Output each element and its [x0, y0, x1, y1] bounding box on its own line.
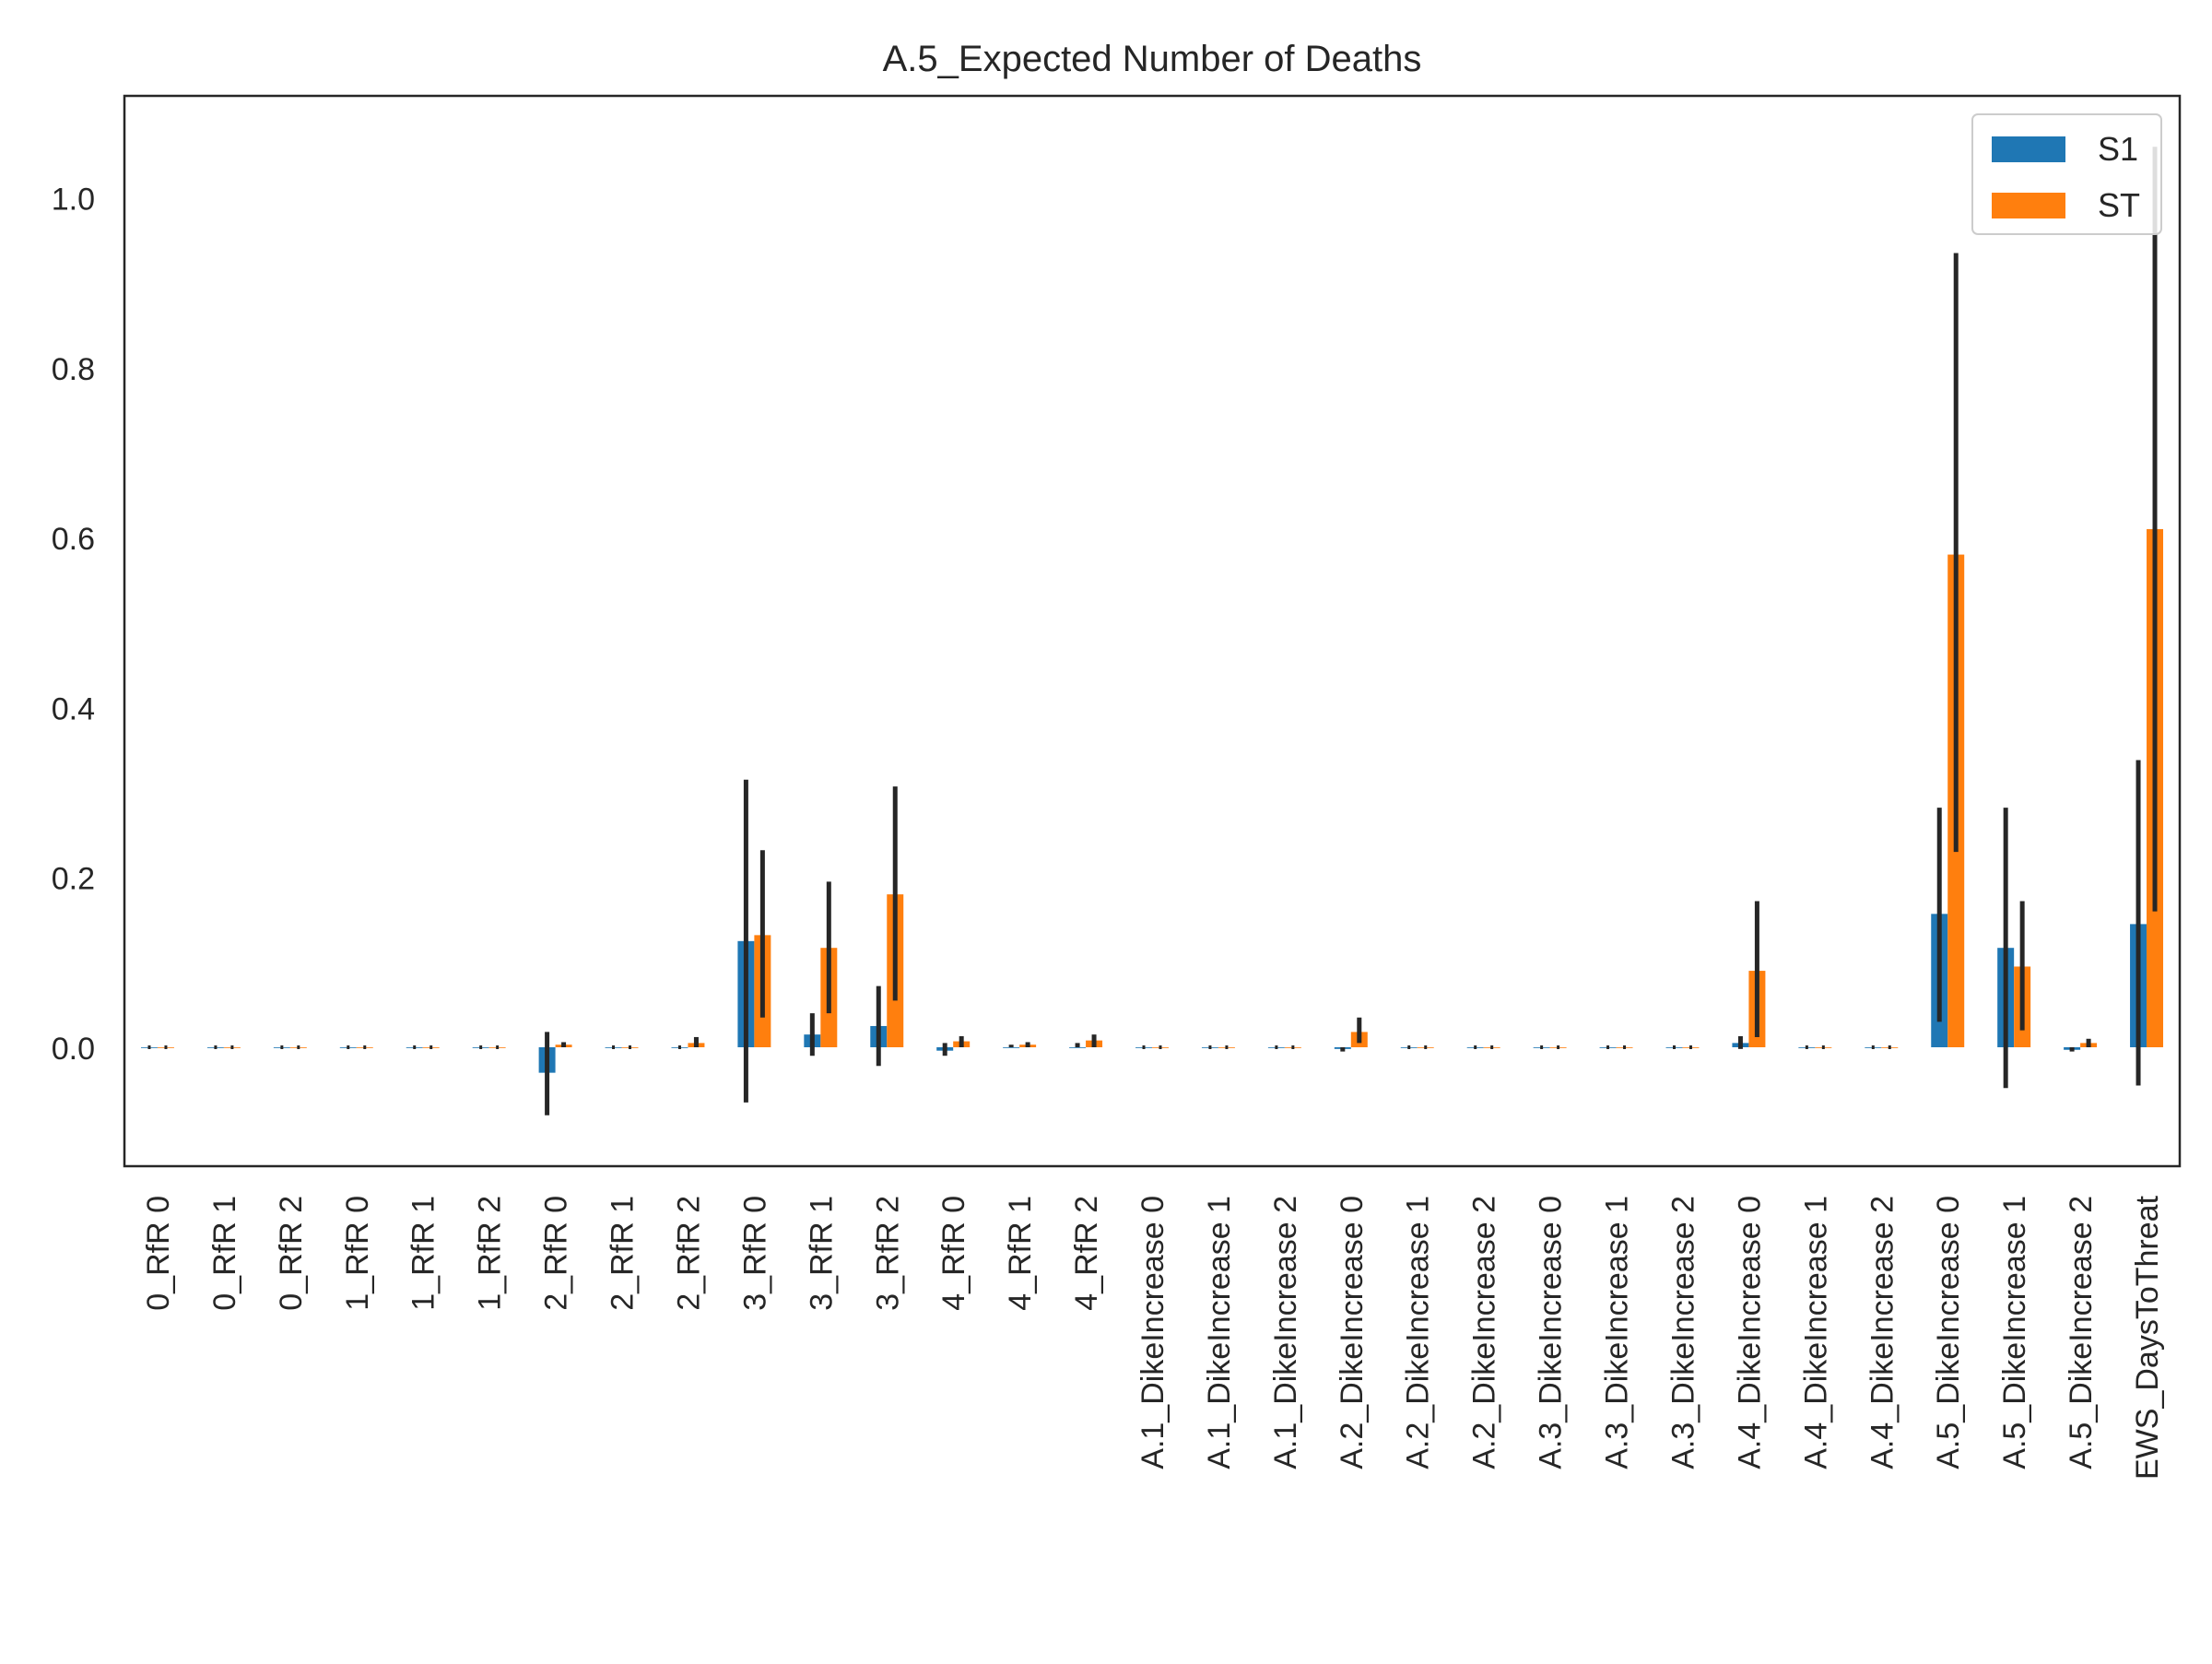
bar-s1-13 — [1003, 1047, 1020, 1048]
legend-label-st: ST — [2098, 186, 2140, 224]
x-tick-label: A.4_DikeIncrease 0 — [1732, 1196, 1767, 1469]
x-tick-label: A.1_DikeIncrease 0 — [1135, 1196, 1171, 1469]
chart-title: A.5_Expected Number of Deaths — [883, 39, 1422, 79]
x-tick-label: 4_RfR 1 — [1003, 1196, 1038, 1311]
x-tick-label: 2_RfR 1 — [606, 1196, 641, 1311]
x-tick-label: 0_RfR 1 — [207, 1196, 242, 1311]
x-tick-label: 3_RfR 0 — [737, 1196, 772, 1311]
x-tick-label: A.1_DikeIncrease 1 — [1202, 1196, 1237, 1469]
x-tick-label: A.5_DikeIncrease 2 — [2064, 1196, 2099, 1469]
legend-label-s1: S1 — [2098, 130, 2138, 168]
bar-s1-14 — [1069, 1047, 1087, 1048]
y-tick-label: 0.0 — [52, 1032, 95, 1067]
y-tick-label: 0.8 — [52, 352, 95, 387]
y-tick-label: 1.0 — [52, 183, 95, 218]
x-tick-label: 1_RfR 1 — [406, 1196, 441, 1311]
x-tick-label: A.2_DikeIncrease 1 — [1401, 1196, 1436, 1469]
x-tick-label: A.3_DikeIncrease 2 — [1665, 1196, 1700, 1469]
x-tick-label: A.2_DikeIncrease 2 — [1467, 1196, 1502, 1469]
errorbars-layer — [147, 147, 2158, 1115]
x-tick-label: 4_RfR 2 — [1069, 1196, 1104, 1311]
x-tick-label: 0_RfR 2 — [274, 1196, 309, 1311]
legend-swatch-st — [1992, 193, 2065, 218]
x-tick-label: A.5_DikeIncrease 1 — [1997, 1196, 2032, 1469]
x-tick-label: 2_RfR 0 — [539, 1196, 574, 1311]
plot-frame — [123, 94, 2182, 1168]
y-axis: 0.0 0.2 0.4 0.6 0.8 1.0 — [52, 183, 95, 1067]
x-axis: 0_RfR 0 0_RfR 1 0_RfR 2 1_RfR 0 1_RfR 1 1_RfR… — [141, 1195, 2165, 1480]
x-tick-label: 0_RfR 0 — [141, 1196, 176, 1311]
x-tick-label: A.4_DikeIncrease 2 — [1865, 1196, 1900, 1469]
x-tick-label: A.1_DikeIncrease 2 — [1268, 1196, 1303, 1469]
x-tick-label: 4_RfR 0 — [936, 1196, 971, 1311]
x-tick-label: EWS_DaysToThreat — [2130, 1195, 2165, 1480]
y-tick-label: 0.6 — [52, 522, 95, 557]
y-tick-label: 0.2 — [52, 862, 95, 897]
x-tick-label: 3_RfR 1 — [804, 1196, 839, 1311]
x-tick-label: 2_RfR 2 — [671, 1196, 706, 1311]
x-tick-label: 1_RfR 0 — [340, 1196, 375, 1311]
legend: S1 ST — [1971, 113, 2162, 235]
x-tick-label: A.2_DikeIncrease 0 — [1335, 1196, 1370, 1469]
x-tick-label: A.4_DikeIncrease 1 — [1798, 1196, 1833, 1469]
x-tick-label: A.5_DikeIncrease 0 — [1931, 1196, 1966, 1469]
legend-swatch-s1 — [1992, 136, 2065, 162]
y-tick-label: 0.4 — [52, 691, 95, 726]
x-tick-label: A.3_DikeIncrease 0 — [1534, 1196, 1569, 1469]
x-tick-label: 3_RfR 2 — [870, 1196, 905, 1311]
x-tick-label: 1_RfR 2 — [473, 1196, 508, 1311]
x-tick-label: A.3_DikeIncrease 1 — [1600, 1196, 1635, 1469]
